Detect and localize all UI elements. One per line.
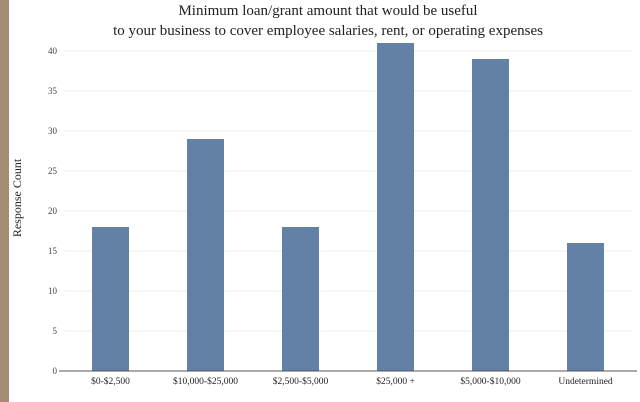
- x-tick-label: $5,000-$10,000: [460, 376, 520, 387]
- x-tick-label: $25,000 +: [376, 376, 415, 387]
- chart-title-line-1: Minimum loan/grant amount that would be …: [178, 3, 477, 19]
- bar: [282, 227, 319, 371]
- x-axis-ticks: $0-$2,500 $10,000-$25,000 $2,500-$5,000 $25…: [91, 376, 613, 387]
- bar: [567, 243, 604, 371]
- gridlines: [63, 50, 633, 332]
- y-axis-ticks: 0 5 10 15 20 25 30 35 40: [48, 46, 58, 376]
- bar: [92, 227, 129, 371]
- x-tick-label: $0-$2,500: [91, 376, 130, 387]
- y-tick-label: 35: [48, 86, 58, 96]
- y-tick-label: 40: [48, 46, 58, 56]
- bars: [92, 43, 604, 371]
- bar: [472, 59, 509, 371]
- y-tick-label: 10: [48, 286, 58, 296]
- chart-title-line-2: to your business to cover employee salar…: [113, 23, 543, 39]
- y-axis-label: Response Count: [10, 158, 24, 237]
- bar: [187, 139, 224, 371]
- x-tick-label: $10,000-$25,000: [173, 376, 238, 387]
- x-tick-label: Undetermined: [558, 377, 613, 387]
- chart-frame: Minimum loan/grant amount that would be …: [9, 0, 640, 402]
- chart: Minimum loan/grant amount that would be …: [10, 3, 637, 387]
- y-tick-label: 0: [53, 366, 58, 376]
- bar: [377, 43, 414, 371]
- y-tick-label: 5: [53, 326, 58, 336]
- y-tick-label: 20: [48, 206, 58, 216]
- y-tick-label: 30: [48, 126, 58, 136]
- x-tick-label: $2,500-$5,000: [273, 376, 329, 387]
- y-tick-label: 15: [48, 246, 58, 256]
- y-tick-label: 25: [48, 166, 58, 176]
- chart-title: Minimum loan/grant amount that would be …: [113, 3, 543, 39]
